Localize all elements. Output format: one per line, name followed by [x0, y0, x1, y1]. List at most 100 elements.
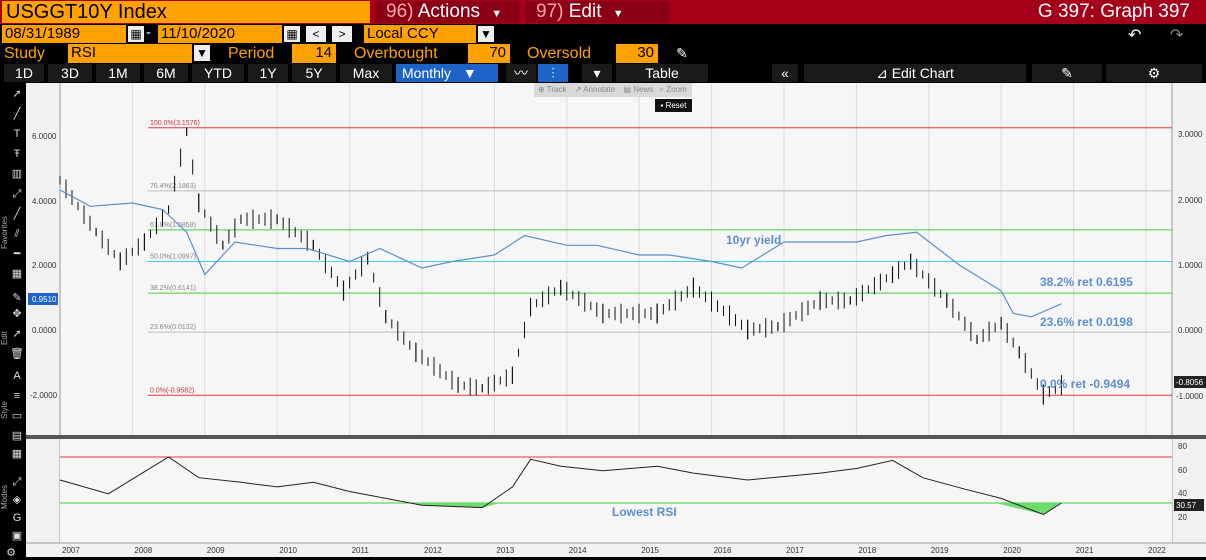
hline-icon[interactable]: ━ — [13, 248, 21, 260]
year-label: 2007 — [62, 546, 80, 555]
actions-label: Actions — [417, 1, 481, 22]
edit-chart-button[interactable]: ⊿ Edit Chart — [804, 64, 1026, 82]
title-bar: USGGT10Y Index 96) Actions ▼ 97) Edit ▼ … — [0, 0, 1206, 24]
rsi-low-fill — [409, 503, 501, 508]
currency-select[interactable]: Local CCY — [364, 25, 476, 43]
gear-icon[interactable]: ⚙ — [6, 547, 16, 559]
edit-pencil-icon[interactable]: ✎ — [12, 292, 22, 304]
crosshair-icon[interactable]: ◈ — [12, 494, 22, 506]
chevron-down-icon[interactable]: ▾ — [582, 64, 612, 82]
news-option[interactable]: News — [633, 85, 654, 94]
range-3d[interactable]: 3D — [48, 64, 92, 82]
pane-separator[interactable] — [26, 435, 1206, 439]
layer-icon[interactable]: ▤ — [11, 430, 23, 442]
ruler-icon[interactable]: ▦ — [11, 268, 23, 280]
right-value-marker — [1174, 376, 1206, 388]
ticker-field[interactable]: USGGT10Y Index — [2, 1, 370, 23]
retracement-0-annotation[interactable]: 0.0% ret -0.9494 — [1040, 377, 1130, 391]
right-axis-label: 3.0000 — [1178, 130, 1203, 139]
move-icon[interactable]: ✥ — [12, 308, 22, 320]
text-tool-icon[interactable]: T — [13, 128, 21, 140]
actions-menu[interactable]: 96) Actions ▼ — [376, 1, 520, 23]
year-label: 2012 — [424, 546, 442, 555]
channel-icon[interactable]: ⫽ — [14, 228, 20, 240]
trend-mode-icon[interactable]: ⤢ — [12, 476, 22, 488]
range-1d[interactable]: 1D — [4, 64, 44, 82]
pencil-icon[interactable]: ✎ — [676, 45, 688, 61]
text-format-icon[interactable]: Ŧ — [13, 148, 21, 160]
retracement-382-annotation[interactable]: 38.2% ret 0.6195 — [1040, 275, 1133, 289]
range-bar: 1D 3D 1M 6M YTD 1Y 5Y Max Monthly ▼ 〰 ⫶ … — [0, 63, 1206, 83]
trend-icon[interactable]: ╱ — [13, 208, 21, 220]
chart-area[interactable]: 100.0%(3.1576) 76.4%(2.1863) 61.8%(1.5858)… — [0, 83, 1206, 557]
annotate-icon[interactable]: ↗ — [574, 85, 582, 94]
draw-icon[interactable]: ✎ — [1032, 64, 1102, 82]
range-1y[interactable]: 1Y — [248, 64, 288, 82]
prev-button[interactable]: < — [306, 26, 326, 42]
cursor-icon[interactable]: ➚ — [12, 88, 22, 100]
chevron-down-icon[interactable]: ▼ — [194, 45, 210, 61]
style-icon[interactable]: ▦ — [11, 448, 23, 460]
collapse-icon[interactable]: « — [772, 64, 798, 82]
chevron-down-icon[interactable]: ▼ — [478, 26, 494, 42]
bloomberg-icon[interactable]: G — [12, 512, 22, 524]
edit-menu[interactable]: 97) Edit ▼ — [526, 1, 670, 23]
left-axis-label: 0.0000 — [32, 326, 57, 335]
font-icon[interactable]: A — [13, 370, 21, 382]
zoom-icon[interactable]: ⌕ — [659, 85, 664, 94]
period-field[interactable]: 14 — [292, 44, 336, 63]
news-icon[interactable]: ▤ — [623, 85, 632, 94]
calendar-icon[interactable]: ▦ — [128, 26, 144, 42]
gear-icon[interactable]: ⚙ — [1106, 64, 1202, 82]
yield-annotation[interactable]: 10yr yield — [726, 233, 781, 247]
actions-number: 96) — [386, 1, 414, 22]
style-tab[interactable]: Style — [0, 401, 9, 419]
right-value-marker-text: -0.8056 — [1176, 378, 1204, 387]
chart-svg: 100.0%(3.1576) 76.4%(2.1863) 61.8%(1.5858)… — [26, 83, 1206, 557]
reset-button[interactable]: ▪ Reset — [655, 99, 692, 112]
zoom-option[interactable]: Zoom — [666, 85, 687, 94]
table-button[interactable]: Table — [616, 64, 708, 82]
range-6m[interactable]: 6M — [144, 64, 188, 82]
edit-label: Edit — [568, 1, 602, 22]
chevron-down-icon: ▼ — [462, 65, 477, 81]
range-5y[interactable]: 5Y — [292, 64, 336, 82]
edit-tab[interactable]: Edit — [0, 331, 9, 345]
start-date-field[interactable]: 08/31/1989 — [2, 25, 126, 43]
track-option[interactable]: Track — [546, 85, 567, 94]
undo-icon[interactable]: ↶ — [1128, 27, 1142, 44]
right-axis-label: 0.0000 — [1178, 326, 1203, 335]
range-max[interactable]: Max — [340, 64, 392, 82]
line-width-icon[interactable]: ≡ — [13, 390, 21, 402]
trash-icon[interactable]: 🗑 — [10, 348, 24, 360]
fib-tool-icon[interactable]: ▥ — [11, 168, 23, 180]
modes-tab[interactable]: Modes — [0, 484, 9, 509]
favorites-tab[interactable]: Favorites — [0, 216, 9, 249]
study-select[interactable]: RSI — [68, 44, 192, 63]
lowest-rsi-annotation[interactable]: Lowest RSI — [612, 505, 677, 519]
edit-chart-label: Edit Chart — [891, 65, 954, 81]
year-label: 2019 — [931, 546, 949, 555]
line-chart-icon[interactable]: 〰 — [506, 64, 536, 82]
end-date-field[interactable]: 11/10/2020 — [158, 25, 282, 43]
redo-icon[interactable]: ↷ — [1170, 27, 1184, 44]
line-tool-icon[interactable]: ╱ — [13, 108, 21, 120]
select-icon[interactable]: ➚ — [12, 328, 22, 340]
overbought-field[interactable]: 70 — [468, 44, 510, 63]
range-1m[interactable]: 1M — [96, 64, 140, 82]
range-ytd[interactable]: YTD — [192, 64, 244, 82]
bar-chart-icon[interactable]: ⫶ — [538, 64, 568, 82]
oversold-field[interactable]: 30 — [616, 44, 658, 63]
fill-icon[interactable]: ▭ — [11, 410, 23, 422]
frequency-select[interactable]: Monthly ▼ — [396, 64, 498, 82]
edit-number: 97) — [536, 1, 564, 22]
panel-icon[interactable]: ▣ — [11, 530, 23, 542]
annotate-option[interactable]: Annotate — [583, 85, 616, 94]
track-icon[interactable]: ⊕ — [538, 85, 545, 94]
retracement-236-annotation[interactable]: 23.6% ret 0.0198 — [1040, 315, 1133, 329]
measure-icon[interactable]: ⤢ — [12, 188, 22, 200]
calendar-icon[interactable]: ▦ — [284, 26, 300, 42]
next-button[interactable]: > — [332, 26, 352, 42]
fib-label: 61.8%(1.5858) — [150, 222, 196, 229]
year-label: 2011 — [352, 546, 370, 555]
